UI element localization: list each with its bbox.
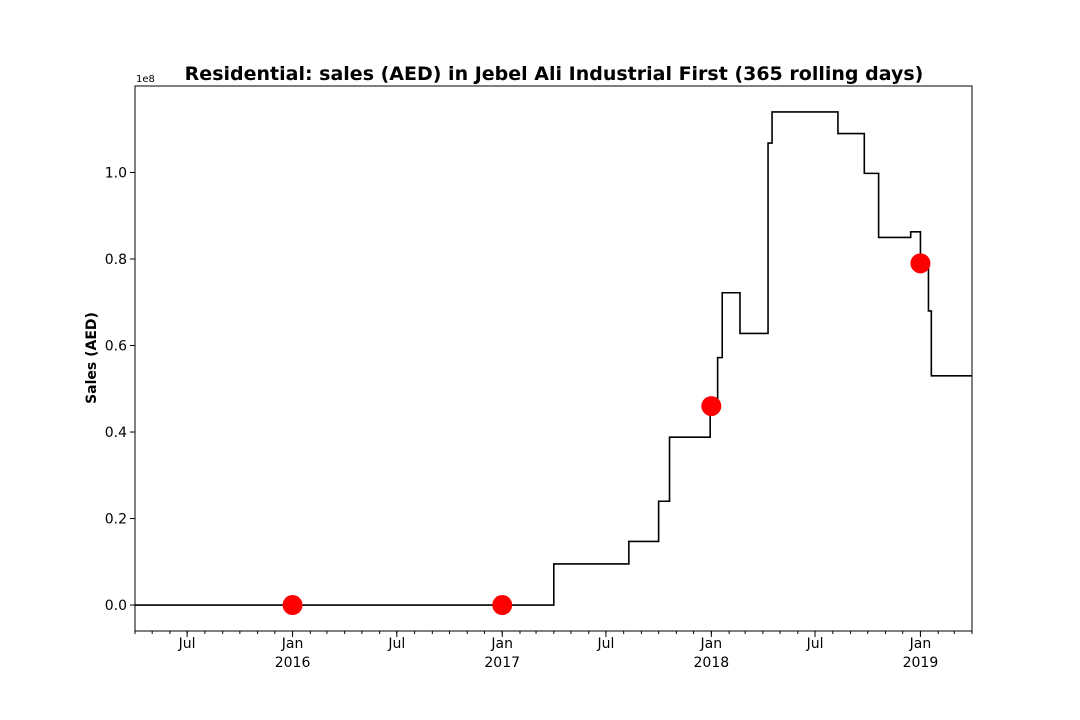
data-point-marker: [492, 595, 513, 616]
x-tick-label: Jan: [700, 636, 723, 652]
x-tick-label: Jul: [806, 636, 824, 652]
x-tick-label: Jul: [596, 636, 614, 652]
x-tick-label: Jan: [490, 636, 513, 652]
data-point-marker: [282, 595, 303, 616]
plot-frame: [134, 85, 973, 632]
x-tick-label: 2018: [694, 655, 730, 671]
y-tick-label: 0.6: [105, 339, 127, 355]
data-point-marker: [701, 396, 722, 417]
x-tick-label: 2017: [484, 655, 520, 671]
y-tick-label: 0.4: [105, 425, 127, 441]
plot-area: 0.0 0.2 0.4 0.6 0.8 1.0 Jul Jan 2016 Jul Jan 2017 Ju…: [105, 85, 973, 671]
y-tick-label: 0.2: [105, 512, 127, 528]
y-tick-label: 1.0: [105, 166, 127, 182]
y-tick-label: 0.8: [105, 252, 127, 268]
x-tick-label: Jul: [178, 636, 196, 652]
x-tick-label: Jan: [909, 636, 932, 652]
data-point-marker: [910, 253, 931, 274]
y-offset-label: 1e8: [136, 74, 155, 85]
chart-title: Residential: sales (AED) in Jebel Ali In…: [185, 63, 924, 85]
series-line: [135, 111, 972, 606]
x-tick-label: 2019: [903, 655, 939, 671]
x-tick-label: Jan: [281, 636, 304, 652]
y-tick-label: 0.0: [105, 598, 127, 614]
x-tick-label: Jul: [387, 636, 405, 652]
x-tick-label: 2016: [275, 655, 311, 671]
y-axis-label: Sales (AED): [84, 312, 100, 404]
